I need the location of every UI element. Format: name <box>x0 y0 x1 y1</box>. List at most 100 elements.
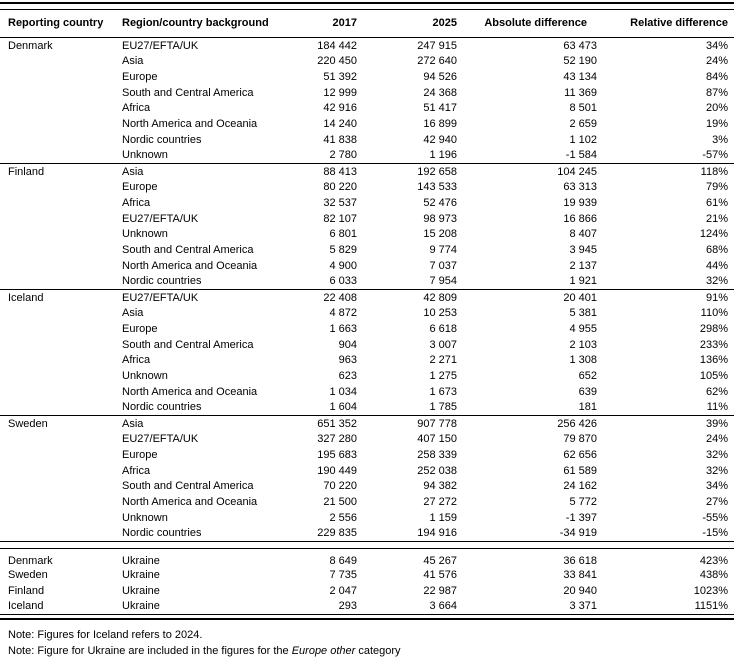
cell-region: EU27/EFTA/UK <box>122 39 199 52</box>
cell-region: Africa <box>122 464 151 477</box>
table-row: Denmark EU27/EFTA/UK 184 442 247 915 63 473 3… <box>0 38 734 54</box>
note-iceland-text: Note: Figures for Iceland refers to 2024… <box>8 629 203 642</box>
table-row: Nordic countries 41 838 42 940 1 102 3% <box>0 132 734 148</box>
cell-2025: 907 778 <box>357 415 457 432</box>
cell-2025: 1 673 <box>429 385 457 398</box>
table-row: Finland Asia 88 413 192 658 104 245 118% <box>0 163 734 180</box>
cell-absolute-difference: 1 921 <box>569 275 597 288</box>
cell-region: South and Central America <box>122 480 254 493</box>
table-row: Africa 42 916 51 417 8 501 20% <box>0 101 734 117</box>
cell-absolute-difference: 4 955 <box>569 322 597 335</box>
cell-relative-difference: 32% <box>705 448 728 461</box>
cell-region: North America and Oceania <box>122 385 258 398</box>
cell-2025: 247 915 <box>417 39 457 52</box>
cell-2017: 22 408 <box>282 289 357 306</box>
cell-reporting-country <box>0 116 112 132</box>
cell-2025: 7 037 <box>429 259 457 272</box>
cell-absolute-difference: -1 584 <box>565 149 597 162</box>
cell-absolute-difference: 3 371 <box>569 600 597 613</box>
cell-absolute-difference: 1 102 <box>569 133 597 146</box>
cell-2025: 1 159 <box>429 511 457 524</box>
cell-absolute-difference: 652 <box>578 370 597 383</box>
cell-2025: 94 526 <box>423 70 457 83</box>
table-row: Unknown 623 1 275 652 105% <box>0 368 734 384</box>
cell-reporting-country: Finland <box>0 163 112 180</box>
table-row: North America and Oceania 4 900 7 037 2 137… <box>0 258 734 274</box>
cell-relative-difference: 1151% <box>694 600 728 613</box>
cell-region: Africa <box>122 196 151 209</box>
cell-2017: 229 835 <box>317 527 357 540</box>
cell-absolute-difference: 61 589 <box>563 464 597 477</box>
table-body: Denmark EU27/EFTA/UK 184 442 247 915 63 473 3… <box>0 38 734 542</box>
table-row: EU27/EFTA/UK 327 280 407 150 79 870 24% <box>0 431 734 447</box>
table-row: Asia 220 450 272 640 52 190 24% <box>0 53 734 69</box>
cell-relative-difference: 136% <box>699 354 728 367</box>
table-row: Unknown 2 780 1 196 -1 584 -57% <box>0 148 734 164</box>
cell-2017: 2 047 <box>329 584 357 597</box>
column-header-y2017: 2017 <box>282 9 357 38</box>
table-row: Nordic countries 229 835 194 916 -34 919 -15… <box>0 526 734 542</box>
cell-relative-difference: 1023% <box>693 584 728 597</box>
cell-region: EU27/EFTA/UK <box>122 212 199 225</box>
cell-2025: 22 987 <box>423 584 457 597</box>
cell-reporting-country: Sweden <box>0 415 112 432</box>
cell-region: Asia <box>112 415 282 432</box>
cell-reporting-country <box>0 305 112 321</box>
cell-region: Asia <box>122 55 144 68</box>
cell-region: Ukraine <box>122 584 160 597</box>
cell-relative-difference: 24% <box>705 55 728 68</box>
cell-2017: 4 872 <box>329 307 357 320</box>
column-header-rel: Relative difference <box>597 9 734 38</box>
cell-2025: 192 658 <box>357 163 457 180</box>
footnotes: Note: Figures for Iceland refers to 2024… <box>0 627 734 659</box>
note-ukraine-suffix: category <box>355 645 401 658</box>
cell-relative-difference: 62% <box>705 385 728 398</box>
cell-absolute-difference: -1 397 <box>565 511 597 524</box>
migration-main-table: Reporting country Region/country backgrou… <box>0 9 734 542</box>
ukraine-table-body: Denmark Ukraine 8 649 45 267 36 618 423% Swede… <box>0 549 734 615</box>
cell-region: Ukraine <box>122 555 160 567</box>
cell-2025: 272 640 <box>417 55 457 68</box>
cell-region: Africa <box>122 354 151 367</box>
cell-2025: 24 368 <box>423 86 457 99</box>
cell-relative-difference: 32% <box>705 275 728 288</box>
cell-2025: 15 208 <box>423 228 457 241</box>
ukraine-table-row: Denmark Ukraine 8 649 45 267 36 618 423% <box>0 549 734 567</box>
cell-region: Nordic countries <box>122 401 202 414</box>
cell-relative-difference: 24% <box>705 433 728 446</box>
cell-2017: 82 107 <box>323 212 357 225</box>
cell-reporting-country <box>0 179 112 195</box>
cell-absolute-difference: 5 381 <box>569 307 597 320</box>
cell-reporting-country: Denmark <box>8 555 53 567</box>
note-ukraine: Note: Figure for Ukraine are included in… <box>8 643 734 659</box>
table-row: South and Central America 5 829 9 774 3 945… <box>0 242 734 258</box>
cell-2017: 88 413 <box>282 163 357 180</box>
cell-2017: 1 034 <box>329 385 357 398</box>
cell-2025: 45 267 <box>423 555 457 567</box>
table-row: Sweden Asia 651 352 907 778 256 426 39% <box>0 415 734 432</box>
cell-relative-difference: 79% <box>705 181 728 194</box>
cell-reporting-country <box>0 353 112 369</box>
table-row: Africa 963 2 271 1 308 136% <box>0 353 734 369</box>
cell-2025: 3 007 <box>429 338 457 351</box>
cell-region: Ukraine <box>122 568 160 581</box>
cell-relative-difference: 61% <box>705 196 728 209</box>
table-row: Unknown 6 801 15 208 8 407 124% <box>0 227 734 243</box>
cell-absolute-difference: 63 313 <box>563 181 597 194</box>
cell-2017: 963 <box>338 354 357 367</box>
cell-absolute-difference: 2 103 <box>569 338 597 351</box>
cell-region: North America and Oceania <box>122 496 258 509</box>
column-header-y2025: 2025 <box>357 9 457 38</box>
header-row: Reporting country Region/country backgrou… <box>0 9 734 38</box>
cell-absolute-difference: 2 137 <box>569 259 597 272</box>
column-header-abs: Absolute difference <box>457 9 597 38</box>
cell-region: Unknown <box>122 228 168 241</box>
note-ukraine-prefix: Note: Figure for Ukraine are included in… <box>8 645 292 658</box>
cell-reporting-country <box>0 101 112 117</box>
cell-relative-difference: 298% <box>699 322 728 335</box>
cell-2017: 220 450 <box>317 55 357 68</box>
cell-region: EU27/EFTA/UK <box>112 289 282 306</box>
cell-absolute-difference: 24 162 <box>563 480 597 493</box>
cell-absolute-difference: 1 308 <box>569 354 597 367</box>
cell-relative-difference: -57% <box>702 149 728 162</box>
